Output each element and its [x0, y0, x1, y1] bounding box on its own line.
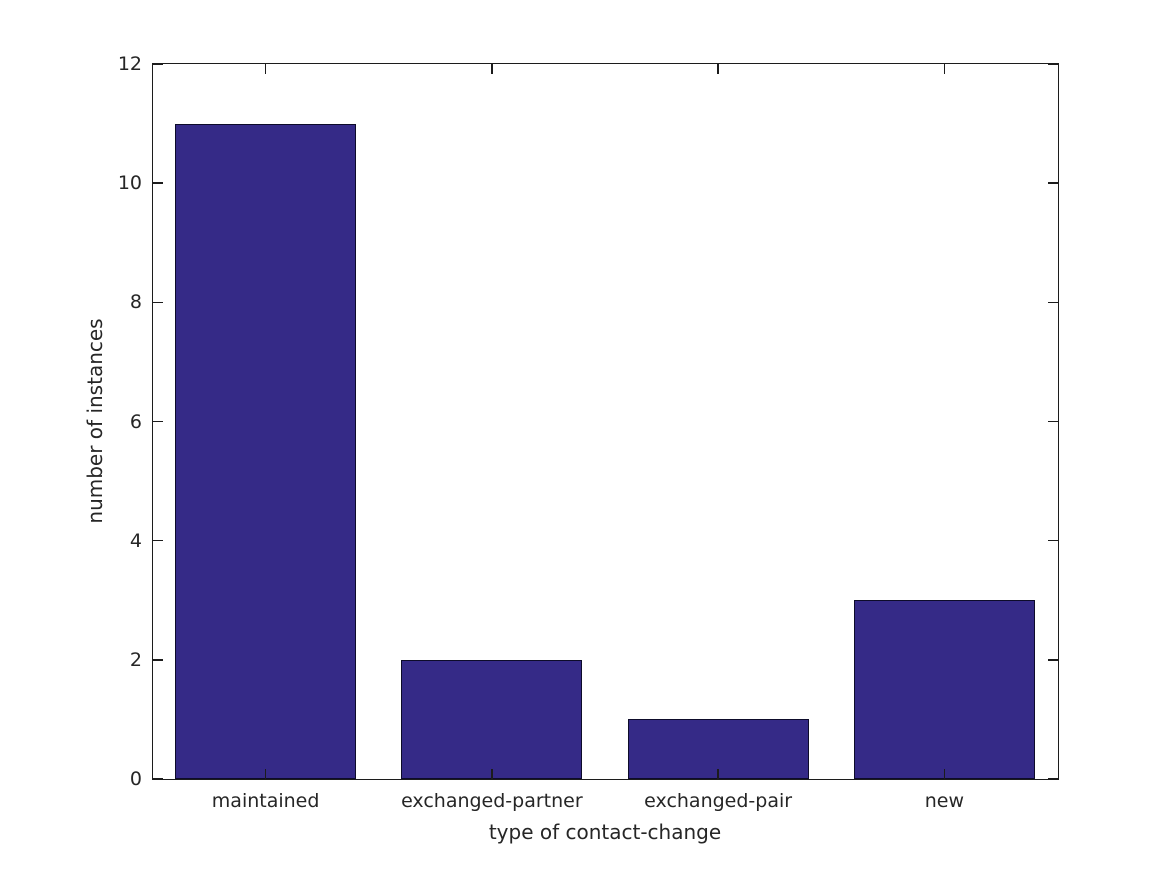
y-tick-right [1047, 63, 1058, 65]
y-tick-label: 4 [129, 529, 142, 552]
x-tick-bottom [264, 769, 267, 779]
bar-new [853, 600, 1035, 779]
x-tick-label: exchanged-partner [401, 790, 583, 812]
y-tick-label: 10 [117, 172, 142, 195]
x-tick-label: new [924, 790, 965, 812]
x-tick-top [491, 64, 493, 74]
x-tick-label: maintained [211, 790, 320, 812]
x-tick-bottom [943, 769, 946, 779]
y-tick-label: 2 [129, 648, 142, 671]
y-tick-left [152, 182, 163, 184]
y-tick-label: 12 [117, 53, 142, 75]
y-tick-left [152, 63, 163, 65]
bar-exchanged-partner [401, 659, 583, 779]
bar-maintained [175, 123, 357, 779]
y-tick-left [152, 778, 163, 780]
x-tick-top [264, 64, 267, 74]
x-tick-label: exchanged-pair [644, 790, 793, 812]
x-tick-bottom [717, 769, 719, 779]
y-tick-right [1047, 182, 1058, 184]
y-tick-label: 0 [129, 768, 142, 790]
y-tick-right [1047, 301, 1058, 304]
y-tick-right [1047, 420, 1058, 423]
y-tick-right [1047, 778, 1058, 780]
y-tick-right [1047, 539, 1058, 542]
y-tick-right [1047, 659, 1058, 661]
x-tick-bottom [491, 769, 493, 779]
x-axis-label: type of contact-change [488, 820, 722, 844]
y-tick-left [152, 301, 163, 304]
y-tick-left [152, 420, 163, 423]
y-tick-left [152, 659, 163, 661]
y-tick-left [152, 539, 163, 542]
y-tick-label: 6 [129, 410, 142, 433]
x-tick-top [943, 64, 946, 74]
y-tick-label: 8 [129, 291, 142, 314]
x-tick-top [717, 64, 719, 74]
